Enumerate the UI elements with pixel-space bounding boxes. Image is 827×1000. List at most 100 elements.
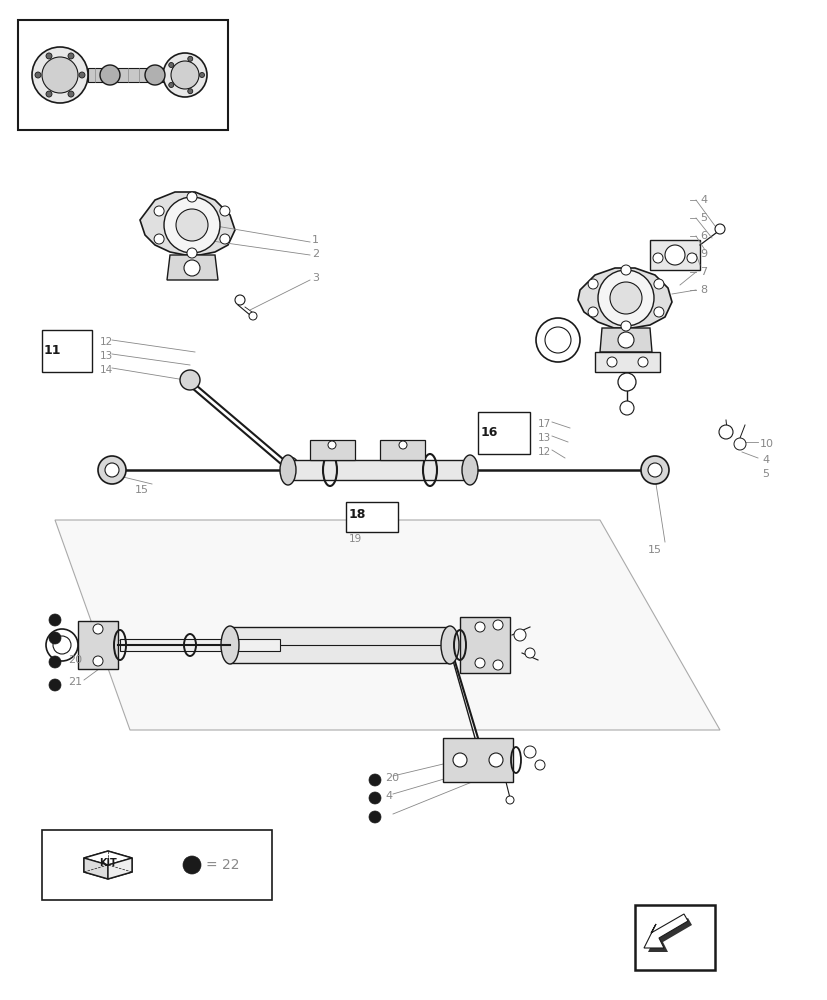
Circle shape <box>46 91 52 97</box>
Bar <box>42 330 92 372</box>
Polygon shape <box>230 627 449 663</box>
Circle shape <box>733 438 745 450</box>
Circle shape <box>53 636 71 654</box>
Circle shape <box>220 234 230 244</box>
Circle shape <box>49 632 61 644</box>
Text: 12: 12 <box>100 337 113 347</box>
Circle shape <box>489 753 502 767</box>
Circle shape <box>597 270 653 326</box>
Polygon shape <box>600 328 651 352</box>
Circle shape <box>718 425 732 439</box>
Text: 13: 13 <box>100 351 113 361</box>
Circle shape <box>620 321 630 331</box>
Text: 17: 17 <box>538 419 551 429</box>
Circle shape <box>664 245 684 265</box>
Circle shape <box>79 72 85 78</box>
Circle shape <box>100 65 120 85</box>
Circle shape <box>534 760 544 770</box>
Circle shape <box>183 856 201 874</box>
Polygon shape <box>648 918 691 952</box>
Text: 1: 1 <box>312 235 318 245</box>
Polygon shape <box>140 192 235 255</box>
Circle shape <box>68 53 74 59</box>
Circle shape <box>606 357 616 367</box>
Circle shape <box>49 679 61 691</box>
Circle shape <box>188 89 193 94</box>
Circle shape <box>653 253 662 263</box>
Circle shape <box>399 441 407 449</box>
Circle shape <box>609 282 641 314</box>
Bar <box>42 830 272 900</box>
Circle shape <box>452 753 466 767</box>
Polygon shape <box>595 352 659 372</box>
Circle shape <box>514 629 525 641</box>
Text: 3: 3 <box>312 273 318 283</box>
Text: 20: 20 <box>68 655 82 665</box>
Text: 6: 6 <box>699 231 706 241</box>
Text: 10: 10 <box>759 439 773 449</box>
Bar <box>18 20 227 130</box>
Circle shape <box>715 224 724 234</box>
Circle shape <box>184 260 200 276</box>
Circle shape <box>587 279 597 289</box>
Circle shape <box>179 370 200 390</box>
Polygon shape <box>84 851 131 865</box>
Polygon shape <box>167 255 218 280</box>
Circle shape <box>686 253 696 263</box>
Polygon shape <box>442 738 513 782</box>
Bar <box>346 502 398 532</box>
Circle shape <box>154 206 164 216</box>
Text: 14: 14 <box>100 365 113 375</box>
Circle shape <box>475 658 485 668</box>
Text: 4: 4 <box>385 791 392 801</box>
Circle shape <box>32 47 88 103</box>
Text: KIT: KIT <box>99 858 117 868</box>
Text: 9: 9 <box>699 249 706 259</box>
Circle shape <box>93 624 103 634</box>
Circle shape <box>199 73 204 78</box>
Text: 4: 4 <box>761 455 768 465</box>
Text: = 22: = 22 <box>206 858 239 872</box>
Polygon shape <box>78 621 118 669</box>
Circle shape <box>154 234 164 244</box>
Polygon shape <box>108 858 131 879</box>
Text: 19: 19 <box>348 534 362 544</box>
Text: 12: 12 <box>538 447 551 457</box>
Text: 5: 5 <box>699 213 706 223</box>
Text: 8: 8 <box>699 285 706 295</box>
Text: 20: 20 <box>385 773 399 783</box>
Circle shape <box>523 746 535 758</box>
Circle shape <box>617 332 633 348</box>
Polygon shape <box>380 440 424 460</box>
Polygon shape <box>55 520 719 730</box>
Ellipse shape <box>280 455 295 485</box>
Circle shape <box>164 197 220 253</box>
Circle shape <box>145 65 165 85</box>
Circle shape <box>505 796 514 804</box>
Circle shape <box>653 279 663 289</box>
Ellipse shape <box>461 455 477 485</box>
Text: 18: 18 <box>348 508 366 522</box>
Circle shape <box>105 463 119 477</box>
Polygon shape <box>120 639 280 651</box>
Text: 11: 11 <box>44 344 61 357</box>
Circle shape <box>176 209 208 241</box>
Circle shape <box>98 456 126 484</box>
Circle shape <box>171 61 198 89</box>
Circle shape <box>369 774 380 786</box>
Text: 2: 2 <box>312 249 318 259</box>
Polygon shape <box>84 858 108 879</box>
Circle shape <box>619 401 633 415</box>
Text: 15: 15 <box>135 485 149 495</box>
Circle shape <box>492 620 502 630</box>
Circle shape <box>638 357 648 367</box>
Circle shape <box>187 248 197 258</box>
Text: 21: 21 <box>68 677 82 687</box>
Circle shape <box>617 373 635 391</box>
Circle shape <box>46 53 52 59</box>
Circle shape <box>169 82 174 87</box>
Circle shape <box>169 63 174 68</box>
Polygon shape <box>643 914 687 948</box>
Ellipse shape <box>441 626 458 664</box>
Circle shape <box>68 91 74 97</box>
